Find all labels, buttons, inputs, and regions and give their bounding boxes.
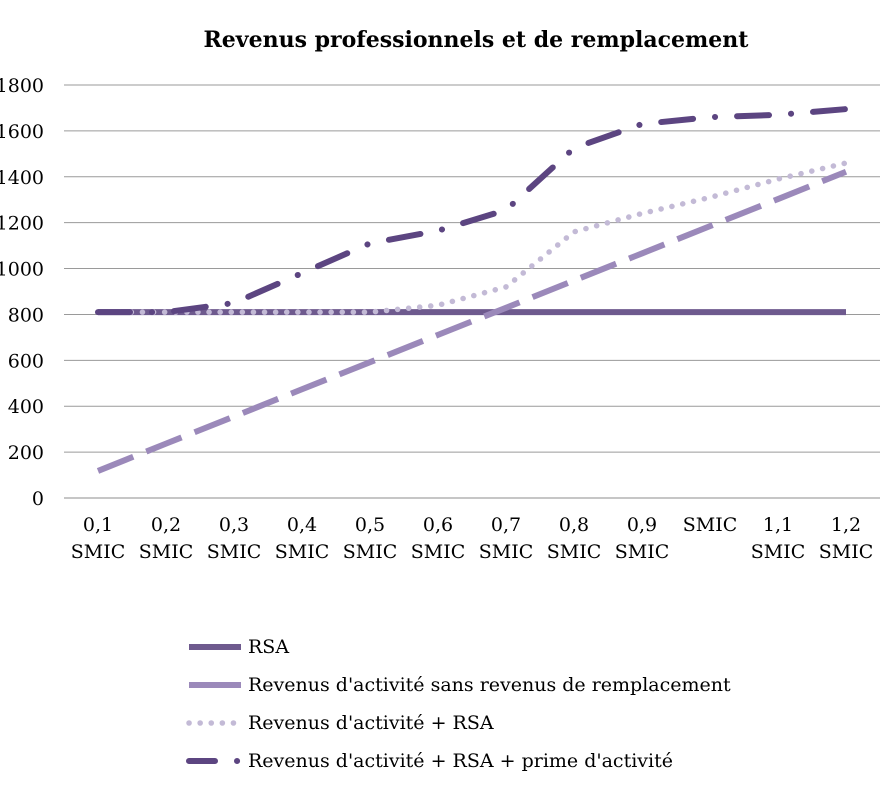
legend-label: Revenus d'activité sans revenus de rempl… xyxy=(248,674,731,696)
x-tick-label: 0,5 SMIC xyxy=(343,514,398,563)
legend-item: RSA xyxy=(186,628,866,666)
x-tick-label: 0,2 SMIC xyxy=(139,514,194,563)
x-tick-label: SMIC xyxy=(683,514,738,536)
y-tick-label: 1400 xyxy=(0,167,44,189)
y-tick-label: 1000 xyxy=(0,259,44,281)
series-line xyxy=(95,160,849,315)
legend: RSA Revenus d'activité sans revenus de re… xyxy=(186,628,866,780)
legend-swatch xyxy=(189,682,241,688)
x-tick-label: 0,1 SMIC xyxy=(71,514,126,563)
x-axis: 0,1 SMIC 0,2 SMIC 0,3 SMIC 0,4 SMIC 0,5 SMIC 0,6 SM… xyxy=(71,514,874,563)
series-line xyxy=(95,106,849,316)
legend-label: RSA xyxy=(248,636,290,658)
legend-swatch xyxy=(189,644,241,650)
y-tick-label: 600 xyxy=(8,350,44,372)
y-axis: 0 200 400 600 800 1000 1200 1400 1600 1800 xyxy=(0,75,44,510)
x-tick-label: 0,3 SMIC xyxy=(207,514,262,563)
chart: Revenus professionnels et de remplacemen… xyxy=(0,27,880,563)
x-tick-label: 0,4 SMIC xyxy=(275,514,330,563)
series-lines xyxy=(95,106,849,474)
y-tick-label: 200 xyxy=(8,442,44,464)
legend-swatch xyxy=(186,758,244,764)
x-tick-label: 1,1 SMIC xyxy=(751,514,806,563)
legend-item: Revenus d'activité sans revenus de rempl… xyxy=(186,666,866,704)
legend-label: Revenus d'activité + RSA + prime d'activ… xyxy=(248,750,673,772)
legend-swatch xyxy=(186,720,244,726)
chart-title: Revenus professionnels et de remplacemen… xyxy=(204,27,750,53)
y-tick-label: 400 xyxy=(8,396,44,418)
x-tick-label: 0,8 SMIC xyxy=(547,514,602,563)
legend-item: Revenus d'activité + RSA xyxy=(186,704,866,742)
legend-item: Revenus d'activité + RSA + prime d'activ… xyxy=(186,742,866,780)
y-tick-label: 1800 xyxy=(0,75,44,97)
y-tick-label: 1200 xyxy=(0,213,44,235)
legend-label: Revenus d'activité + RSA xyxy=(248,712,494,734)
y-tick-label: 1600 xyxy=(0,121,44,143)
series-line xyxy=(96,168,848,474)
gridlines xyxy=(64,84,880,499)
y-tick-label: 800 xyxy=(8,304,44,326)
x-tick-label: 1,2 SMIC xyxy=(819,514,874,563)
y-tick-label: 0 xyxy=(32,488,44,510)
x-tick-label: 0,6 SMIC xyxy=(411,514,466,563)
x-tick-label: 0,7 SMIC xyxy=(479,514,534,563)
x-tick-label: 0,9 SMIC xyxy=(615,514,670,563)
